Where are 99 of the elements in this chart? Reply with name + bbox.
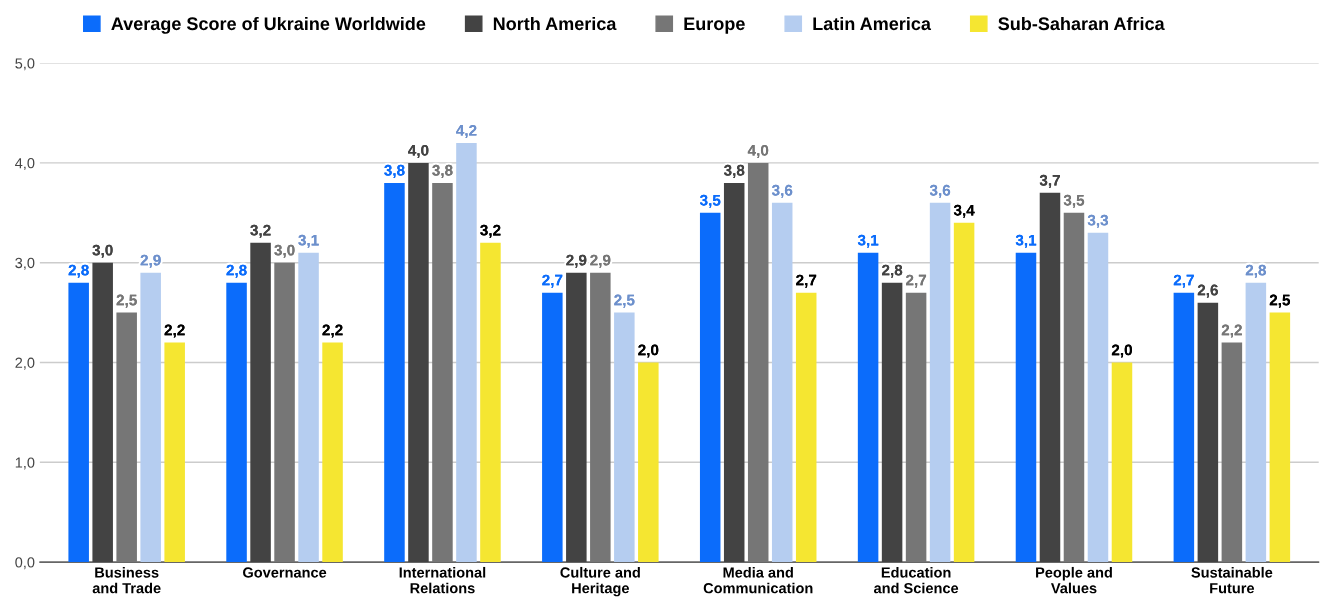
legend-label: Latin America: [813, 16, 932, 31]
bar: [250, 242, 271, 563]
data-label: 4,0: [747, 144, 769, 158]
bar: [298, 252, 319, 563]
bar: [1015, 252, 1037, 563]
bar: [1039, 192, 1061, 563]
bar: [116, 312, 137, 563]
data-label: 3,2: [250, 224, 271, 238]
data-label: 3,1: [1015, 234, 1037, 248]
data-label: 3,0: [92, 244, 113, 258]
bar: [699, 212, 721, 563]
data-label: 3,3: [1087, 214, 1109, 228]
bar: [542, 292, 563, 563]
x-tick-label: Governance: [243, 567, 327, 578]
bar: [566, 272, 587, 563]
bar: [905, 292, 927, 563]
bar: [322, 342, 343, 563]
data-label: 2,2: [1221, 324, 1242, 338]
bar: [881, 282, 903, 563]
data-label: 2,2: [322, 324, 343, 338]
data-label: 3,8: [723, 164, 745, 178]
y-tick-label: 5,0: [15, 58, 35, 71]
data-label: 3,7: [1039, 174, 1060, 188]
bar: [1269, 312, 1291, 563]
legend-label: North America: [493, 16, 617, 31]
bar: [384, 182, 405, 563]
bar: [1221, 342, 1243, 563]
bar: [929, 202, 951, 563]
data-label: 2,5: [116, 294, 137, 308]
bar: [1197, 302, 1219, 563]
x-tick-label: People and Values: [1036, 566, 1112, 594]
data-label: 2,2: [164, 324, 185, 338]
data-label: 4,0: [408, 144, 429, 158]
data-label: 2,6: [1197, 284, 1218, 298]
data-label: 2,9: [140, 254, 161, 268]
data-label: 3,1: [298, 234, 319, 248]
bar: [274, 262, 295, 563]
bar: [432, 182, 453, 563]
bar: [771, 202, 793, 563]
bar: [1245, 282, 1267, 563]
data-label: 3,8: [384, 164, 405, 178]
data-label: 2,8: [882, 264, 903, 278]
y-tick-label: 1,0: [15, 457, 35, 470]
bar: [456, 142, 477, 563]
data-label: 3,5: [1063, 194, 1085, 208]
bar: [480, 242, 501, 563]
legend-label: Sub-Saharan Africa: [998, 16, 1165, 31]
data-label: 2,7: [796, 274, 817, 288]
data-label: 2,8: [226, 264, 247, 278]
data-label: 3,2: [480, 224, 501, 238]
data-label: 3,4: [953, 204, 975, 218]
legend-label: Average Score of Ukraine Worldwide: [111, 16, 426, 34]
bar: [1087, 232, 1109, 563]
bar: [638, 362, 659, 563]
data-label: 3,0: [274, 244, 295, 258]
data-label: 3,6: [771, 184, 793, 198]
y-tick-label: 4,0: [15, 158, 35, 171]
bar: [1063, 212, 1085, 563]
x-tick-label: International Relations: [399, 566, 486, 594]
x-tick-label: Media and Communication: [703, 566, 813, 594]
data-label: 4,2: [456, 124, 477, 138]
data-label: 2,5: [1269, 294, 1291, 308]
x-tick-label: Business and Trade: [92, 566, 161, 594]
data-label: 2,5: [614, 294, 635, 308]
data-label: 2,8: [68, 264, 89, 278]
y-tick-label: 0,0: [15, 557, 35, 570]
bar: [795, 292, 817, 563]
bar: [953, 222, 975, 563]
bar: [590, 272, 611, 563]
bar: [92, 262, 113, 563]
data-label: 3,5: [699, 194, 721, 208]
bar: [747, 162, 769, 563]
legend-label: Europe: [684, 17, 745, 34]
data-label: 2,0: [1111, 344, 1132, 358]
bar: [614, 312, 635, 563]
bar: [164, 342, 185, 563]
bar: [857, 252, 879, 563]
data-label: 2,0: [638, 344, 659, 358]
x-tick-label: Education and Science: [873, 566, 959, 594]
bar: [723, 182, 745, 563]
bar: [226, 282, 247, 563]
bar: [68, 282, 89, 563]
data-label: 2,9: [566, 254, 587, 268]
data-label: 3,6: [929, 184, 951, 198]
bar: [1173, 292, 1195, 563]
bar: [140, 272, 161, 563]
data-label: 2,7: [906, 274, 927, 288]
data-label: 2,9: [590, 254, 611, 268]
data-label: 2,7: [542, 274, 563, 288]
data-label: 2,7: [1173, 274, 1194, 288]
y-tick-label: 2,0: [15, 357, 35, 370]
x-tick-label: Sustainable Future: [1191, 566, 1273, 594]
bar: [1111, 362, 1133, 563]
data-label: 3,8: [432, 164, 453, 178]
bar: [408, 162, 429, 563]
data-label: 3,1: [857, 234, 879, 248]
y-tick-label: 3,0: [15, 257, 35, 270]
x-tick-label: Culture and Heritage: [560, 566, 640, 597]
data-label: 2,8: [1245, 264, 1267, 278]
